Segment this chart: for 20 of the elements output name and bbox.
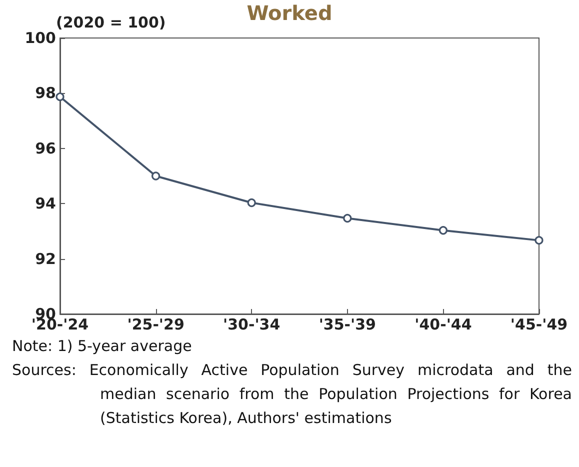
y-tick-label: 94 xyxy=(35,194,56,213)
source-note: Sources: Economically Active Population Survey microdata and the median scenario from the Population Projections for Korea (Statistics Korea), Authors' estimations xyxy=(12,360,572,429)
point xyxy=(56,92,64,102)
x-tick-label: '45-'49 xyxy=(510,316,568,334)
point xyxy=(438,226,448,235)
y-tick-label: 96 xyxy=(35,139,56,158)
x-tick-label: '30-'34 xyxy=(223,316,280,334)
y-tick-label: 98 xyxy=(35,84,56,102)
x-tick-label: '25-'29 xyxy=(127,316,184,334)
point xyxy=(534,236,544,245)
text: Note: 1) 5-year average xyxy=(12,336,193,357)
point xyxy=(152,172,160,180)
x-tick-label: '35-'39 xyxy=(318,316,376,334)
chart-title: Worked xyxy=(246,1,332,25)
point xyxy=(247,198,256,208)
y-tick-label: 92 xyxy=(35,250,56,268)
x-tick-label: '40-'44 xyxy=(414,316,472,334)
y-tick-label: 100 xyxy=(24,29,56,47)
y-axis-title: (2020 = 100) xyxy=(56,14,166,32)
point xyxy=(343,214,352,223)
